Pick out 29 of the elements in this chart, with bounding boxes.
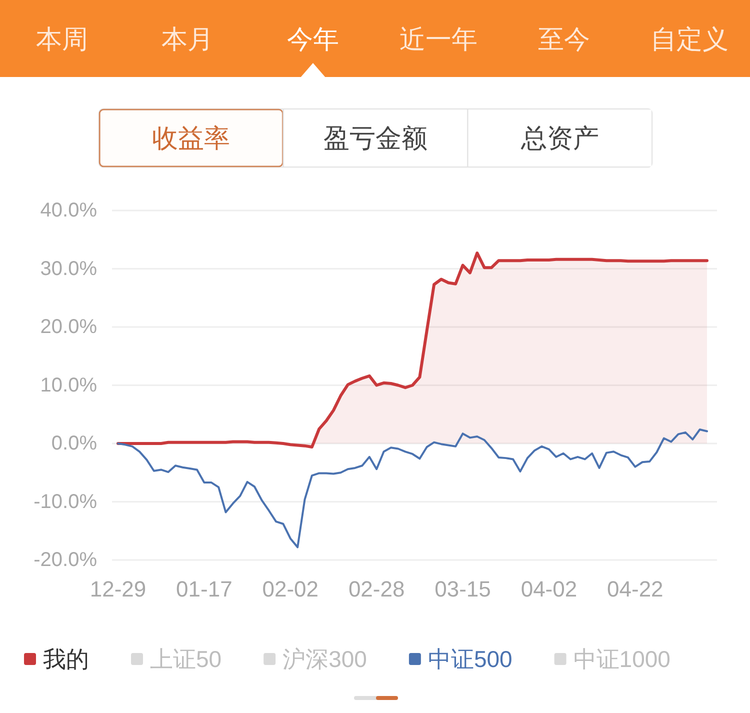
text: 自定义 bbox=[650, 24, 728, 54]
x-tick-label: 12-29 bbox=[90, 576, 146, 602]
legend-label: 中证1000 bbox=[573, 646, 670, 672]
x-tick-label: 04-02 bbox=[520, 576, 578, 602]
legend-label: 沪深300 bbox=[282, 646, 367, 672]
text: 盈亏金额 bbox=[324, 123, 428, 153]
y-tick-label: 0.0% bbox=[51, 432, 98, 454]
y-tick-label: -20.0% bbox=[34, 549, 98, 571]
x-tick-label: 02-02 bbox=[262, 576, 319, 602]
legend-label: 我的 bbox=[43, 646, 89, 672]
line-series bbox=[117, 428, 708, 548]
x-tick-label: 01-17 bbox=[176, 576, 232, 602]
y-tick-label: 40.0% bbox=[40, 200, 98, 222]
text: 本月 bbox=[162, 24, 214, 54]
text: 收益率 bbox=[152, 123, 230, 153]
y-tick-label: -10.0% bbox=[34, 490, 98, 513]
text: 总资产 bbox=[520, 123, 599, 153]
y-tick-label: 10.0% bbox=[40, 374, 98, 396]
text: 今年 bbox=[287, 24, 339, 54]
text: 至今 bbox=[538, 24, 590, 54]
text: 近一年 bbox=[400, 24, 478, 54]
legend-label: 上证50 bbox=[150, 646, 222, 672]
y-tick-label: 30.0% bbox=[40, 258, 98, 280]
y-tick-label: 20.0% bbox=[40, 316, 98, 338]
text: 本周 bbox=[36, 24, 88, 54]
x-tick-label: 02-28 bbox=[348, 576, 405, 602]
x-tick-label: 03-15 bbox=[434, 576, 491, 602]
x-tick-label: 04-22 bbox=[607, 576, 664, 602]
legend-label: 中证500 bbox=[428, 646, 512, 672]
